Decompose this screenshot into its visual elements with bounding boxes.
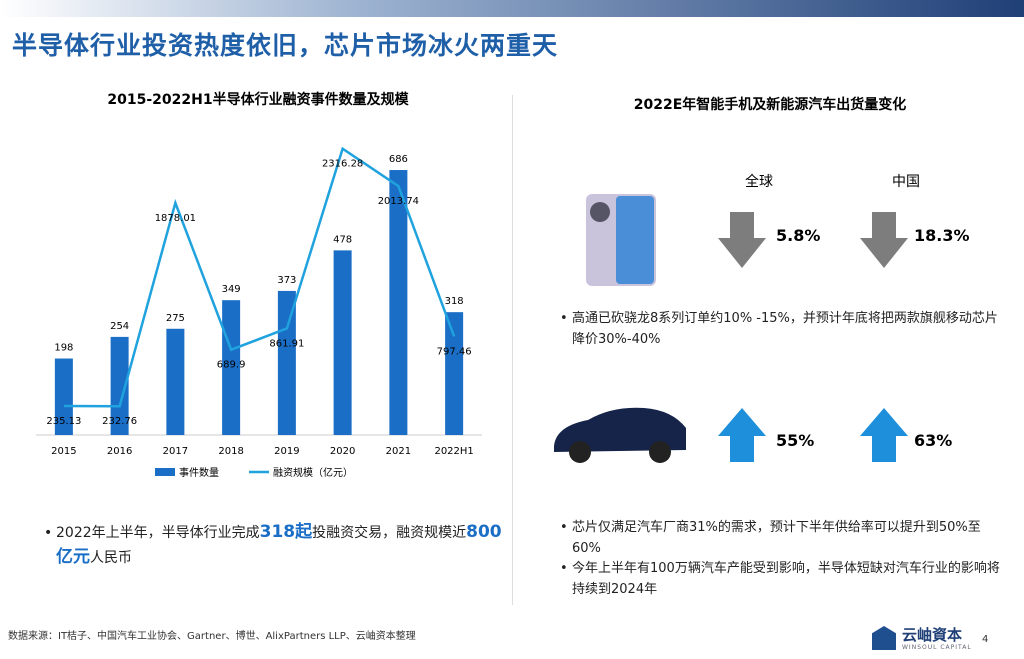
column-label: 中国 <box>892 174 920 190</box>
bar-label: 349 <box>222 284 241 295</box>
phone-screen <box>616 196 654 284</box>
bar <box>54 358 73 435</box>
down-arrow <box>860 212 908 268</box>
bar <box>445 312 464 435</box>
line-label: 861.91 <box>269 338 304 349</box>
x-tick-label: 2016 <box>107 446 132 457</box>
bar <box>389 170 408 435</box>
bar-label: 478 <box>333 234 352 245</box>
x-tick-label: 2021 <box>386 446 411 457</box>
legend-label: 事件数量 <box>179 466 219 479</box>
x-tick-label: 2022H1 <box>434 446 473 457</box>
logo-mark <box>872 626 896 650</box>
icons <box>554 194 908 463</box>
panel-title: 2022E年智能手机及新能源汽车出货量变化 <box>633 97 907 113</box>
line-label: 232.76 <box>102 416 137 427</box>
line-label: 2316.28 <box>322 159 363 170</box>
highlight: 800亿元 <box>56 522 502 567</box>
bullet: 高通已砍骁龙8系列订单约10% -15%，并预计年底将把两款旗舰移动芯片降价30… <box>556 308 1002 350</box>
down-arrow <box>718 212 766 268</box>
wheel <box>649 441 671 463</box>
bullet: 芯片仅满足汽车厂商31%的需求，预计下半年供给率可以提升到50%至60% <box>556 517 1002 559</box>
bar <box>277 290 296 435</box>
text: 2022年上半年，半导体行业完成 <box>56 525 260 541</box>
logo-sub: WINSOUL CAPITAL <box>902 644 972 651</box>
bar <box>333 250 352 435</box>
value-text: 18.3% <box>914 226 970 245</box>
value-text: 63% <box>914 431 953 450</box>
value-text: 5.8% <box>776 226 821 245</box>
x-tick-label: 2017 <box>163 446 188 457</box>
text: 投融资交易，融资规模近 <box>312 525 467 541</box>
bar <box>110 336 129 435</box>
bar-label: 254 <box>110 321 129 332</box>
legend-swatch <box>155 468 175 476</box>
logo: 云岫資本 <box>902 626 963 644</box>
line-label: 235.13 <box>46 416 81 427</box>
x-tick-label: 2020 <box>330 446 355 457</box>
source: 数据来源：IT桔子、中国汽车工业协会、Gartner、博世、AlixPartne… <box>8 631 416 642</box>
bar <box>222 300 241 435</box>
bar-label: 198 <box>54 343 73 354</box>
wheel <box>569 441 591 463</box>
x-tick-label: 2015 <box>51 446 76 457</box>
slide-title: 半导体行业投资热度依旧，芯片市场冰火两重天 <box>12 31 559 60</box>
bar-label: 275 <box>166 313 185 324</box>
text: 人民币 <box>90 550 132 566</box>
highlight: 318起 <box>259 522 313 542</box>
column-label: 全球 <box>745 174 773 190</box>
car-icon <box>554 407 686 452</box>
bar <box>166 328 185 435</box>
legend-label: 融资规模（亿元） <box>273 466 353 479</box>
bar-label: 373 <box>277 275 296 286</box>
bar-label: 318 <box>445 296 464 307</box>
page-number: 4 <box>982 634 989 645</box>
value-text: 55% <box>776 431 815 450</box>
line-label: 1878.01 <box>155 213 196 224</box>
x-tick-label: 2018 <box>218 446 243 457</box>
bar-label: 686 <box>389 154 408 165</box>
left-bullet: 2022年上半年，半导体行业完成318起投融资交易，融资规模近800亿元人民币 <box>40 520 516 570</box>
line-label: 689.9 <box>217 360 246 371</box>
line <box>63 146 456 408</box>
chart-title: 2015-2022H1半导体行业融资事件数量及规模 <box>107 91 409 108</box>
line-label: 797.46 <box>437 346 472 357</box>
up-arrow <box>860 408 908 462</box>
phone-camera <box>590 202 610 222</box>
line-label: 2013.74 <box>378 196 419 207</box>
top-band <box>0 0 1024 17</box>
up-arrow <box>718 408 766 462</box>
bullet: 今年上半年有100万辆汽车产能受到影响，半导体短缺对汽车行业的影响将持续到202… <box>556 558 1002 600</box>
chart: 2015-2022H1半导体行业融资事件数量及规模 2015 2016 2017 20… <box>36 91 482 479</box>
divider <box>512 95 513 605</box>
x-tick-label: 2019 <box>274 446 299 457</box>
